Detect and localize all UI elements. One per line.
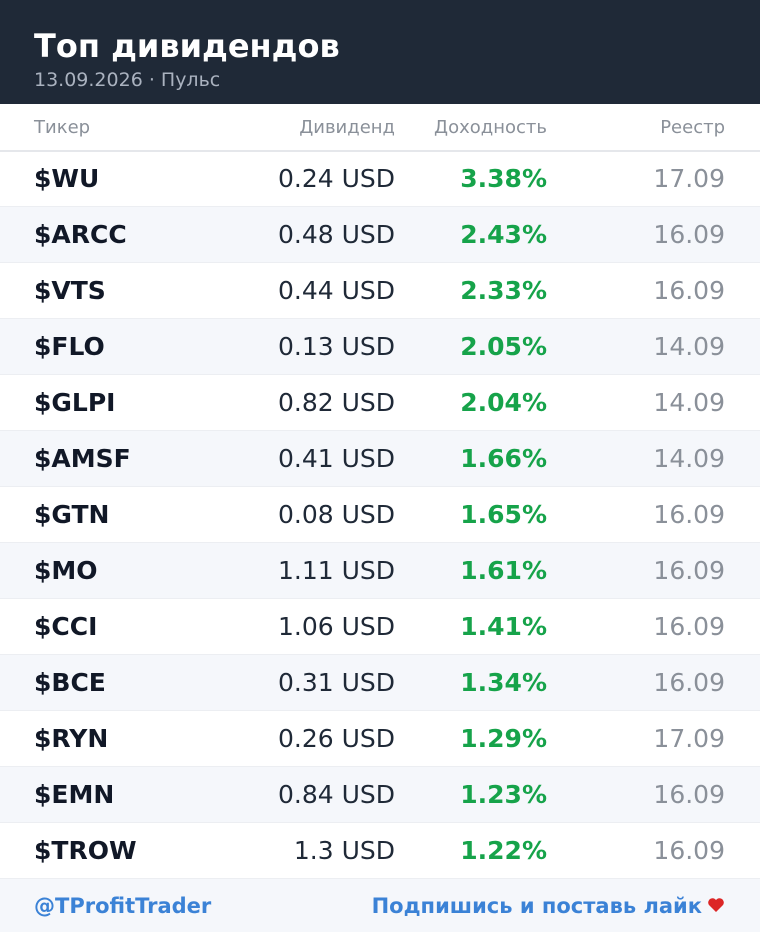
header: Топ дивидендов 13.09.2026 · Пульс — [0, 0, 760, 104]
record-date-cell: 14.09 — [653, 332, 725, 361]
ticker-cell: $EMN — [34, 780, 115, 809]
dividend-cell: 0.41 USD — [277, 444, 395, 473]
record-date-cell: 14.09 — [653, 444, 725, 473]
yield-cell: 2.04% — [460, 388, 547, 417]
record-date-cell: 16.09 — [653, 276, 725, 305]
record-date-cell: 16.09 — [653, 668, 725, 697]
table-row: $TROW 1.3 USD 1.22% 16.09 — [0, 823, 760, 879]
table-row: $ARCC 0.48 USD 2.43% 16.09 — [0, 207, 760, 263]
ticker-cell: $GTN — [34, 500, 110, 529]
table-row: $EMN 0.84 USD 1.23% 16.09 — [0, 767, 760, 823]
heart-icon — [708, 898, 724, 912]
table-row: $BCE 0.31 USD 1.34% 16.09 — [0, 655, 760, 711]
subtitle: 13.09.2026 · Пульс — [34, 69, 221, 91]
yield-cell: 1.34% — [460, 668, 547, 697]
dividend-cell: 0.26 USD — [277, 724, 395, 753]
record-date-cell: 14.09 — [653, 388, 725, 417]
ticker-cell: $WU — [34, 164, 100, 193]
ticker-cell: $TROW — [34, 836, 137, 865]
yield-cell: 2.33% — [460, 276, 547, 305]
column-header: Доходность — [434, 117, 547, 138]
table-row: $GTN 0.08 USD 1.65% 16.09 — [0, 487, 760, 543]
dividend-cell: 0.82 USD — [277, 388, 395, 417]
column-headers: Тикер Дивиденд Доходность Реестр — [0, 104, 760, 152]
dividend-cell: 0.24 USD — [277, 164, 395, 193]
title: Топ дивидендов — [34, 27, 340, 65]
dividend-cell: 0.31 USD — [277, 668, 395, 697]
ticker-cell: $RYN — [34, 724, 109, 753]
dividend-cell: 0.44 USD — [277, 276, 395, 305]
yield-cell: 1.66% — [460, 444, 547, 473]
dividend-cell: 1.11 USD — [277, 556, 395, 585]
table-row: $RYN 0.26 USD 1.29% 17.09 — [0, 711, 760, 767]
yield-cell: 1.61% — [460, 556, 547, 585]
record-date-cell: 16.09 — [653, 500, 725, 529]
yield-cell: 1.41% — [460, 612, 547, 641]
dividend-cell: 0.08 USD — [277, 500, 395, 529]
ticker-cell: $AMSF — [34, 444, 131, 473]
record-date-cell: 16.09 — [653, 612, 725, 641]
dividend-cell: 0.84 USD — [277, 780, 395, 809]
dividend-cell: 0.48 USD — [277, 220, 395, 249]
dividend-cell: 1.06 USD — [277, 612, 395, 641]
dividend-cell: 0.13 USD — [277, 332, 395, 361]
table-row: $GLPI 0.82 USD 2.04% 14.09 — [0, 375, 760, 431]
column-header: Дивиденд — [299, 117, 395, 138]
yield-cell: 1.29% — [460, 724, 547, 753]
record-date-cell: 16.09 — [653, 780, 725, 809]
ticker-cell: $MO — [34, 556, 98, 585]
table-row: $FLO 0.13 USD 2.05% 14.09 — [0, 319, 760, 375]
yield-cell: 1.23% — [460, 780, 547, 809]
ticker-cell: $BCE — [34, 668, 106, 697]
ticker-cell: $FLO — [34, 332, 105, 361]
table-row: $CCI 1.06 USD 1.41% 16.09 — [0, 599, 760, 655]
record-date-cell: 16.09 — [653, 220, 725, 249]
table-row: $VTS 0.44 USD 2.33% 16.09 — [0, 263, 760, 319]
record-date-cell: 16.09 — [653, 556, 725, 585]
record-date-cell: 17.09 — [653, 164, 725, 193]
yield-cell: 1.65% — [460, 500, 547, 529]
footer: @TProfitTrader Подпишись и поставь лайк — [0, 879, 760, 932]
ticker-cell: $VTS — [34, 276, 106, 305]
ticker-cell: $ARCC — [34, 220, 127, 249]
table-row: $WU 0.24 USD 3.38% 17.09 — [0, 151, 760, 207]
table-row: $MO 1.11 USD 1.61% 16.09 — [0, 543, 760, 599]
ticker-cell: $CCI — [34, 612, 98, 641]
record-date-cell: 16.09 — [653, 836, 725, 865]
yield-cell: 2.05% — [460, 332, 547, 361]
column-header: Реестр — [660, 117, 725, 138]
dividend-cell: 1.3 USD — [293, 836, 395, 865]
handle: @TProfitTrader — [34, 894, 212, 918]
call-to-action: Подпишись и поставь лайк — [371, 894, 702, 918]
yield-cell: 3.38% — [460, 164, 547, 193]
yield-cell: 1.22% — [460, 836, 547, 865]
yield-cell: 2.43% — [460, 220, 547, 249]
column-header: Тикер — [34, 117, 91, 138]
record-date-cell: 17.09 — [653, 724, 725, 753]
table-row: $AMSF 0.41 USD 1.66% 14.09 — [0, 431, 760, 487]
ticker-cell: $GLPI — [34, 388, 116, 417]
